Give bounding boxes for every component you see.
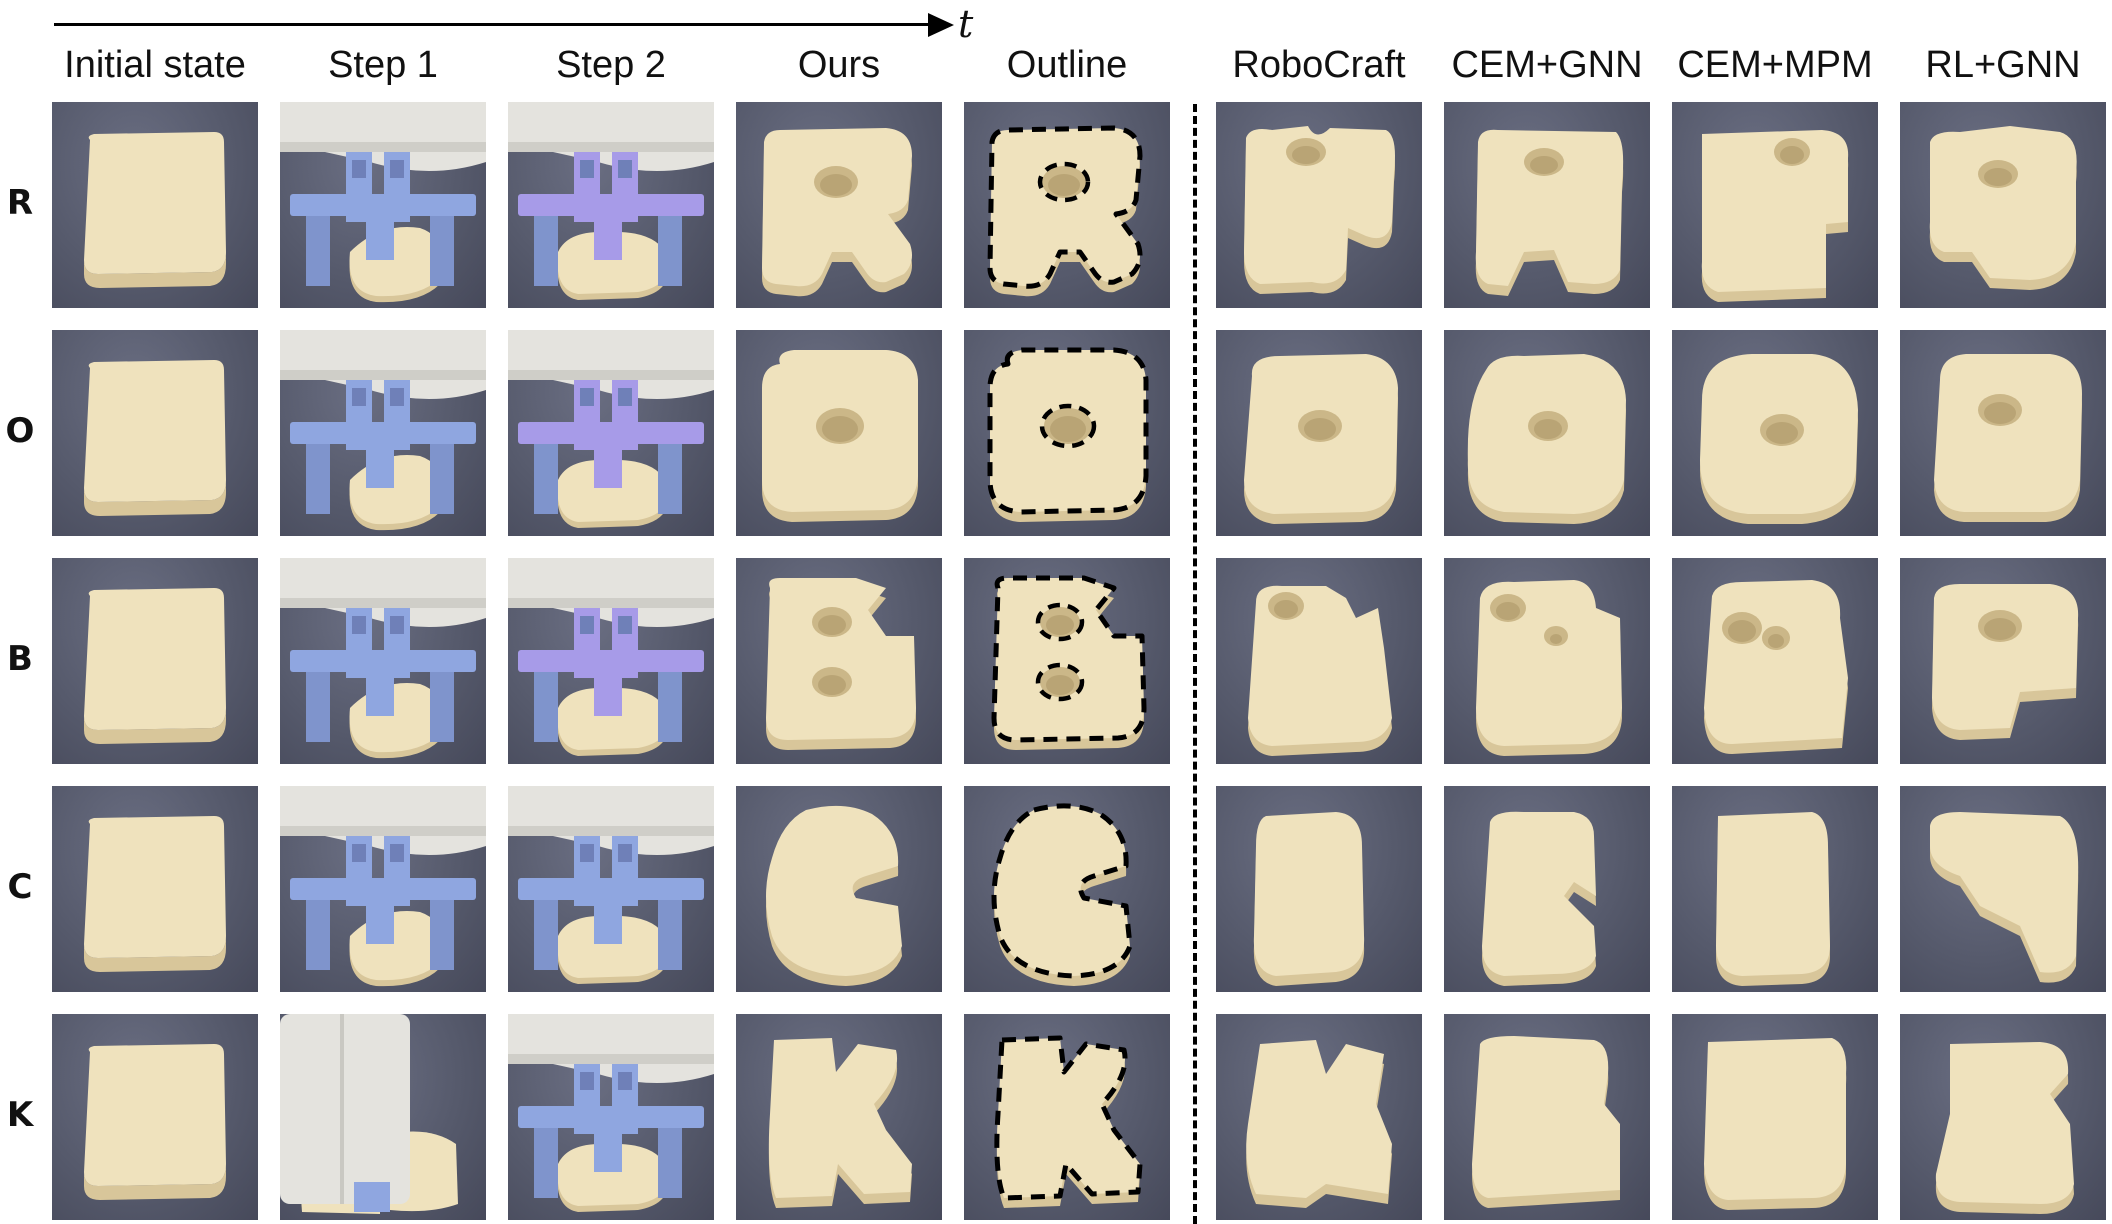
photo-rl_gnn-c bbox=[1900, 786, 2106, 992]
photo-ours-k bbox=[736, 1014, 942, 1220]
photo-outline-c bbox=[964, 786, 1170, 992]
photo-step1-b bbox=[280, 558, 486, 764]
column-label-step1: Step 1 bbox=[328, 44, 438, 86]
baseline-divider bbox=[1193, 104, 1197, 1224]
column-label-outline: Outline bbox=[1006, 44, 1128, 86]
photo-cem_mpm-o bbox=[1672, 330, 1878, 536]
column-label-robocraft: RoboCraft bbox=[1232, 44, 1406, 86]
photo-outline-b bbox=[964, 558, 1170, 764]
photo-cem_mpm-k bbox=[1672, 1014, 1878, 1220]
time-axis-label: t bbox=[958, 2, 974, 46]
photo-outline-r bbox=[964, 102, 1170, 308]
photo-step1-r bbox=[280, 102, 486, 308]
photo-step1-c bbox=[280, 786, 486, 992]
photo-step1-o bbox=[280, 330, 486, 536]
photo-step2-b bbox=[508, 558, 714, 764]
photo-outline-o bbox=[964, 330, 1170, 536]
photo-step2-c bbox=[508, 786, 714, 992]
photo-initial-r bbox=[52, 102, 258, 308]
photo-rl_gnn-o bbox=[1900, 330, 2106, 536]
row-label-k: K bbox=[6, 1095, 34, 1135]
row-label-c: C bbox=[7, 867, 33, 907]
photo-ours-b bbox=[736, 558, 942, 764]
photo-step2-k bbox=[508, 1014, 714, 1220]
photo-cem_gnn-r bbox=[1444, 102, 1650, 308]
photo-cem_mpm-r bbox=[1672, 102, 1878, 308]
photo-rl_gnn-b bbox=[1900, 558, 2106, 764]
column-label-cem_mpm: CEM+MPM bbox=[1677, 44, 1873, 86]
photo-initial-b bbox=[52, 558, 258, 764]
photo-ours-r bbox=[736, 102, 942, 308]
column-label-ours: Ours bbox=[797, 44, 881, 86]
column-label-cem_gnn: CEM+GNN bbox=[1451, 44, 1643, 86]
photo-initial-k bbox=[52, 1014, 258, 1220]
photo-ours-o bbox=[736, 330, 942, 536]
time-arrow-line bbox=[54, 23, 932, 26]
photo-cem_gnn-o bbox=[1444, 330, 1650, 536]
time-arrow-head bbox=[928, 13, 954, 37]
photo-cem_mpm-c bbox=[1672, 786, 1878, 992]
photo-robocraft-o bbox=[1216, 330, 1422, 536]
photo-robocraft-r bbox=[1216, 102, 1422, 308]
photo-cem_mpm-b bbox=[1672, 558, 1878, 764]
photo-robocraft-k bbox=[1216, 1014, 1422, 1220]
photo-step1-k bbox=[280, 1014, 486, 1220]
column-label-step2: Step 2 bbox=[556, 44, 666, 86]
photo-cem_gnn-k bbox=[1444, 1014, 1650, 1220]
photo-initial-o bbox=[52, 330, 258, 536]
photo-cem_gnn-b bbox=[1444, 558, 1650, 764]
photo-step2-r bbox=[508, 102, 714, 308]
photo-robocraft-b bbox=[1216, 558, 1422, 764]
photo-rl_gnn-r bbox=[1900, 102, 2106, 308]
photo-robocraft-c bbox=[1216, 786, 1422, 992]
photo-outline-k bbox=[964, 1014, 1170, 1220]
photo-initial-c bbox=[52, 786, 258, 992]
photo-step2-o bbox=[508, 330, 714, 536]
photo-rl_gnn-k bbox=[1900, 1014, 2106, 1220]
column-label-rl_gnn: RL+GNN bbox=[1925, 44, 2081, 86]
photo-cem_gnn-c bbox=[1444, 786, 1650, 992]
row-label-b: B bbox=[7, 639, 33, 679]
column-label-initial: Initial state bbox=[64, 44, 246, 86]
row-label-r: R bbox=[6, 183, 34, 223]
photo-ours-c bbox=[736, 786, 942, 992]
row-label-o: O bbox=[5, 411, 35, 451]
